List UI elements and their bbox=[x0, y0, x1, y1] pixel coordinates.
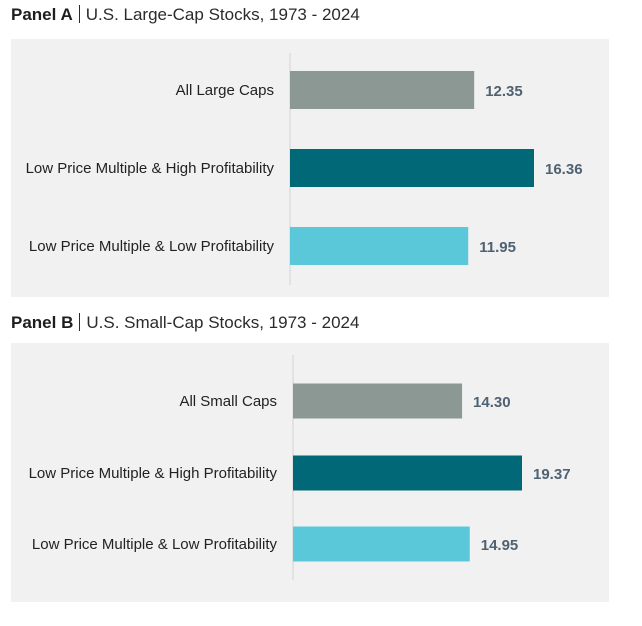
title-separator bbox=[79, 313, 81, 331]
panel-a-title: Panel A U.S. Large-Cap Stocks, 1973 - 202… bbox=[11, 5, 360, 25]
panel-a-chart: All Large Caps 12.35 Low Price Multiple & … bbox=[11, 39, 609, 297]
category-label: All Large Caps bbox=[176, 82, 274, 99]
panel-b-bar-chart: All Small Caps 14.30 Low Price Multiple & … bbox=[29, 355, 571, 580]
bar-2 bbox=[290, 149, 534, 187]
panel-b-label: Panel B bbox=[11, 313, 74, 332]
value-label: 14.95 bbox=[481, 537, 519, 554]
panel-a-subtitle: U.S. Large-Cap Stocks, 1973 - 2024 bbox=[85, 5, 360, 24]
panel-b-chart: All Small Caps 14.30 Low Price Multiple & … bbox=[11, 343, 609, 602]
value-label: 12.35 bbox=[485, 83, 523, 100]
title-separator bbox=[78, 5, 80, 23]
value-label: 14.30 bbox=[473, 394, 511, 411]
bar-1 bbox=[293, 383, 463, 419]
value-label: 11.95 bbox=[479, 239, 516, 256]
category-label: All Small Caps bbox=[179, 393, 277, 410]
value-label: 16.36 bbox=[545, 161, 583, 178]
category-label: Low Price Multiple & High Profitability bbox=[29, 465, 278, 482]
category-label: Low Price Multiple & High Profitability bbox=[26, 160, 275, 177]
category-label: Low Price Multiple & Low Profitability bbox=[32, 536, 278, 553]
bar-1 bbox=[290, 71, 475, 109]
panel-a-label: Panel A bbox=[11, 5, 73, 24]
bar-2 bbox=[293, 455, 522, 491]
category-label: Low Price Multiple & Low Profitability bbox=[29, 238, 275, 255]
panel-b-title: Panel B U.S. Small-Cap Stocks, 1973 - 202… bbox=[11, 313, 359, 333]
bar-3 bbox=[290, 227, 469, 265]
bar-3 bbox=[293, 526, 470, 562]
value-label: 19.37 bbox=[533, 466, 571, 483]
panel-a-bar-chart: All Large Caps 12.35 Low Price Multiple & … bbox=[26, 53, 583, 285]
panel-b-subtitle: U.S. Small-Cap Stocks, 1973 - 2024 bbox=[86, 313, 360, 332]
